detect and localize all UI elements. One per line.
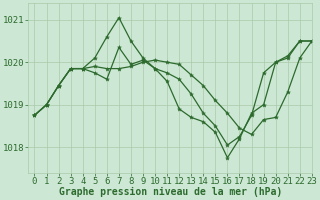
X-axis label: Graphe pression niveau de la mer (hPa): Graphe pression niveau de la mer (hPa) xyxy=(59,187,282,197)
